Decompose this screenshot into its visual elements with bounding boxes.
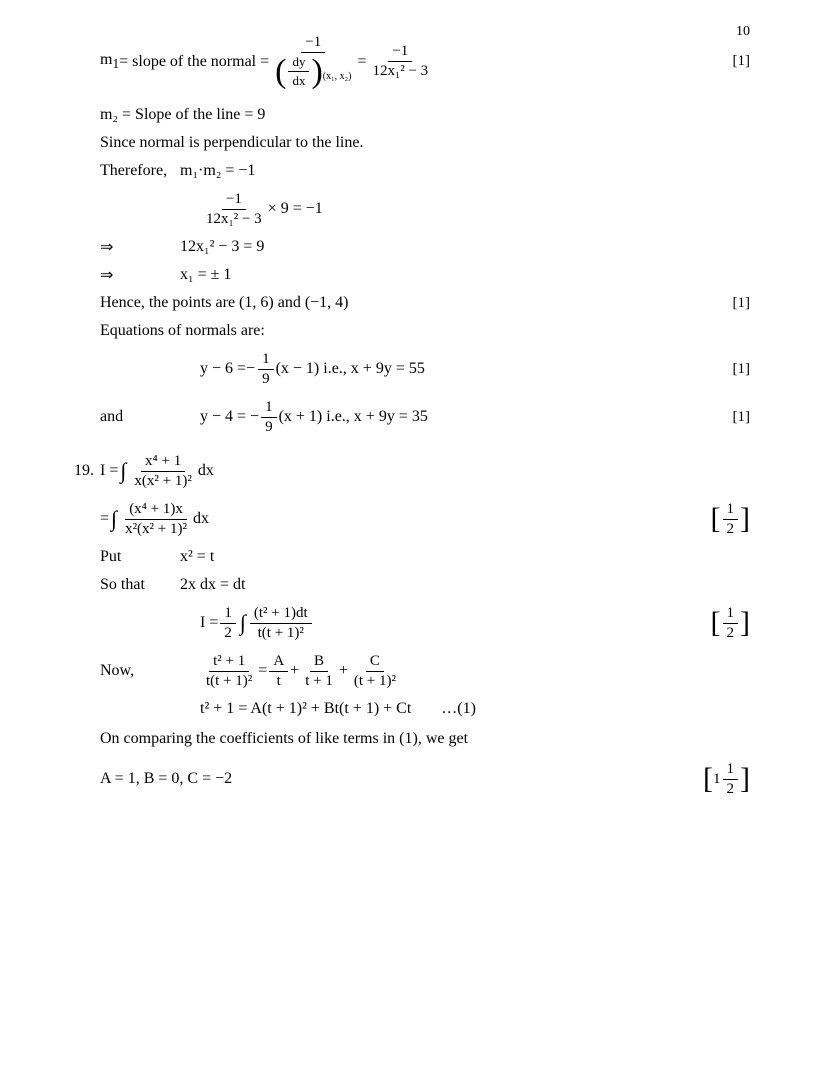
line-put: Put x² = t xyxy=(100,545,750,569)
line-abc: A = 1, B = 0, C = −2 [ 1 12 ] xyxy=(100,757,750,801)
line-expand: t² + 1 = A(t + 1)² + Bt(t + 1) + Ct …(1) xyxy=(100,697,750,721)
equals-1: = xyxy=(357,53,366,71)
line-compare: On comparing the coefficients of like te… xyxy=(100,727,750,751)
line-m1-slope: m1 = slope of the normal = −1 ( dy dx ) … xyxy=(100,34,750,89)
integral-icon: ∫ xyxy=(120,458,126,484)
marks-1d: [1] xyxy=(733,409,751,426)
line-implies-x1: ⇒ x₁ = ± 1 xyxy=(100,263,750,287)
marks-1b: [1] xyxy=(733,295,751,312)
line-therefore: Therefore, m₁·m₂ = −1 xyxy=(100,159,750,183)
marks-half-2: [ 12 ] xyxy=(711,605,751,642)
frac-neg1-over-12x: −1 12x₁² − 3 xyxy=(368,43,432,80)
marks-1half: [ 1 12 ] xyxy=(703,761,750,798)
marks-1c: [1] xyxy=(733,361,751,378)
marks-1a: [1] xyxy=(733,53,751,70)
line-q19: 19. I = ∫ x⁴ + 1 x(x² + 1)² dx xyxy=(100,449,750,493)
frac-neg1-over-dydx: −1 ( dy dx ) (x₁, x₂) xyxy=(271,34,355,89)
integral-icon: ∫ xyxy=(111,506,117,532)
line-frac-times9: −1 12x₁² − 3 × 9 = −1 xyxy=(100,187,750,231)
line-normal1: y − 6 = − 1 9 (x − 1) i.e., x + 9y = 55 … xyxy=(100,347,750,391)
line-sothat: So that 2x dx = dt xyxy=(100,573,750,597)
line-I-half-int: I = 1 2 ∫ (t² + 1)dt t(t + 1)² [ 12 ] xyxy=(100,601,750,645)
line-m2: m₂ = Slope of the line = 9 xyxy=(100,103,750,127)
marks-half-1: [ 12 ] xyxy=(711,501,751,538)
line-partial-frac: Now, t² + 1 t(t + 1)² = At + Bt + 1 + C(… xyxy=(100,649,750,693)
line-normal2: and y − 4 = − 1 9 (x + 1) i.e., x + 9y =… xyxy=(100,395,750,439)
page-content: m1 = slope of the normal = −1 ( dy dx ) … xyxy=(0,0,830,845)
line-hence: Hence, the points are (1, 6) and (−1, 4)… xyxy=(100,291,750,315)
slope-normal-text: = slope of the normal = xyxy=(119,53,269,71)
line-implies-12x: ⇒ 12x₁² − 3 = 9 xyxy=(100,235,750,259)
line-int2: = ∫ (x⁴ + 1)x x²(x² + 1)² dx [ 12 ] xyxy=(100,497,750,541)
line-eqs-normals: Equations of normals are: xyxy=(100,319,750,343)
integral-icon: ∫ xyxy=(240,610,246,636)
line-since: Since normal is perpendicular to the lin… xyxy=(100,131,750,155)
m1-label: m1 xyxy=(100,51,119,72)
